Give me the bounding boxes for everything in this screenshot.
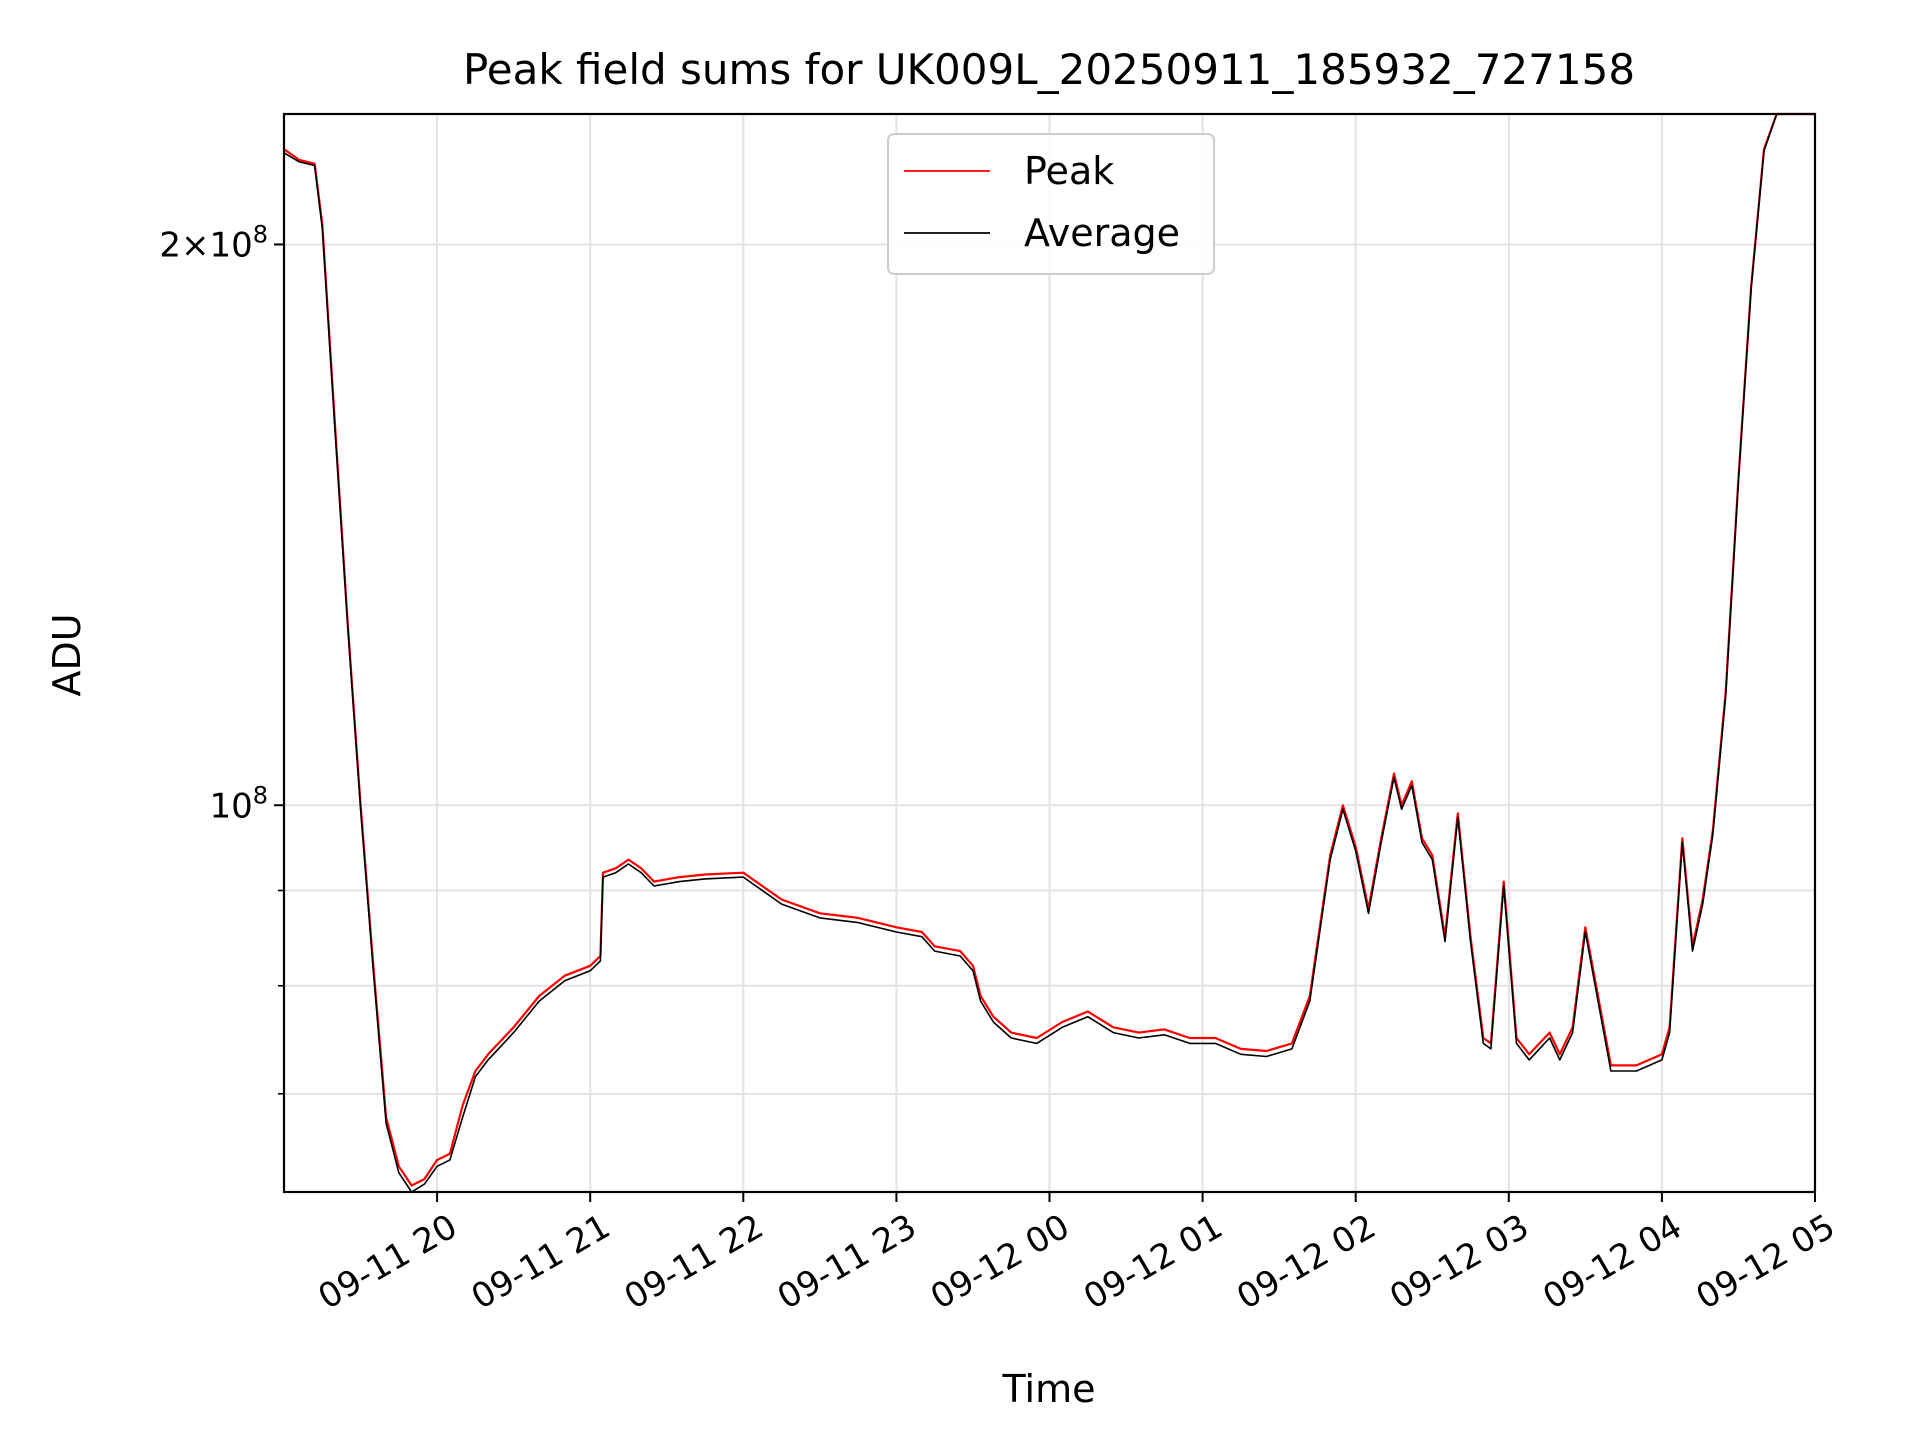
legend-box [887,133,1215,275]
legend: Peak Average [887,133,1215,275]
series-line-peak [283,112,1815,1187]
legend-label-average: Average [1024,211,1180,255]
y-axis-label: ADU [45,613,89,696]
y-tick-label: 108 [209,781,268,826]
y-tick-label: 2×108 [159,220,268,265]
series-layer [283,112,1815,1193]
x-axis-label: Time [1002,1367,1096,1411]
series-line-average [283,113,1815,1193]
legend-label-peak: Peak [1024,149,1114,193]
chart-title: Peak field sums for UK009L_20250911_1859… [463,45,1635,94]
